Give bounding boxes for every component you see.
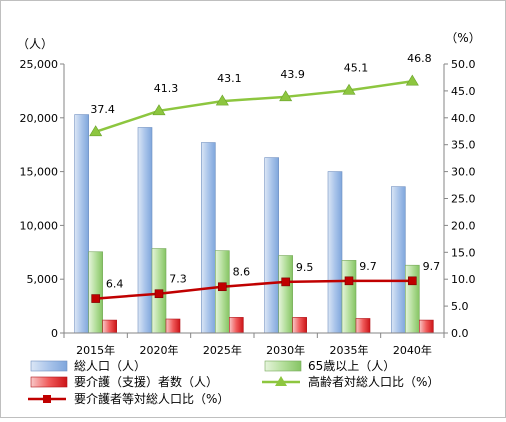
right-tick-label: 10.0 [451, 273, 476, 286]
bar [341, 260, 357, 334]
legend-label: 高齢者対総人口比（%） [308, 374, 439, 389]
bar [327, 171, 343, 334]
x-tick-label: 2040年 [393, 343, 432, 357]
right-tick-label: 35.0 [451, 139, 476, 152]
right-tick-label: 5.0 [451, 300, 469, 313]
x-tick-label: 2035年 [330, 343, 369, 357]
left-tick-label: 10,000 [20, 219, 59, 232]
left-tick-label: 15,000 [20, 166, 59, 179]
triangle-marker [215, 94, 229, 106]
bar [419, 319, 434, 334]
bar [165, 318, 181, 334]
legend-swatch-marker [43, 395, 51, 403]
bar [229, 317, 244, 334]
data-label: 6.4 [106, 278, 124, 291]
right-tick-label: 30.0 [451, 166, 476, 179]
data-label: 8.6 [233, 266, 251, 279]
bar [201, 142, 216, 334]
triangle-marker [342, 83, 356, 95]
data-label: 9.7 [423, 260, 441, 273]
x-tick-label: 2020年 [140, 343, 179, 357]
data-label: 46.8 [407, 52, 432, 65]
legend-label: 65歳以上（人） [308, 359, 395, 373]
right-axis-ticks: 0.0 5.0 10.0 15.0 20.0 25.0 30.0 35.0 40.0 45.0 50… [451, 58, 476, 340]
square-marker [218, 282, 227, 292]
legend-swatch [264, 360, 302, 372]
legend-label: 総人口（人） [74, 359, 146, 373]
square-marker [154, 289, 164, 299]
square-marker [344, 276, 354, 286]
data-label: 37.4 [90, 103, 115, 116]
left-axis-unit: （人） [17, 37, 53, 51]
x-tick-label: 2015年 [76, 343, 115, 357]
left-axis-ticks: 0 5,000 10,000 15,000 20,000 25,000 [20, 58, 59, 340]
bar [405, 264, 420, 334]
legend: 総人口（人） 65歳以上（人） 要介護（支援）者数（人） 高齢者対総人口比（%） 要介護… [28, 359, 439, 406]
bar [391, 186, 406, 334]
right-tick-label: 45.0 [451, 85, 476, 98]
data-label: 9.5 [296, 261, 314, 274]
bar [74, 114, 89, 334]
data-label: 43.9 [280, 68, 305, 81]
bar [292, 317, 307, 334]
data-label: 9.7 [359, 260, 377, 273]
x-axis-labels: 2015年 2020年 2025年 2030年 2035年 2040年 [76, 343, 432, 357]
square-marker [281, 277, 290, 287]
left-tick-label: 25,000 [20, 58, 59, 71]
x-tick-label: 2025年 [203, 343, 242, 357]
legend-swatch [30, 376, 68, 388]
data-label: 41.3 [154, 82, 179, 95]
right-axis-unit: （%） [445, 31, 480, 45]
right-tick-label: 25.0 [451, 193, 476, 206]
bar [137, 127, 153, 334]
bar [88, 251, 103, 334]
data-label: 43.1 [217, 72, 242, 85]
left-tick-label: 5,000 [27, 273, 59, 286]
square-marker [408, 276, 417, 286]
bar-series [74, 114, 434, 334]
line-series: 37.4 41.3 43.1 43.9 45.1 46.8 6.4 7.3 8.6 9.5 9.7 9… [89, 52, 441, 303]
square-marker [91, 294, 100, 303]
left-tick-label: 0 [51, 327, 58, 340]
line-ratio-elderly [95, 79, 413, 133]
legend-label: 要介護者等対総人口比（%） [74, 391, 229, 406]
axes [60, 63, 448, 338]
data-label: 45.1 [344, 61, 369, 74]
triangle-marker [152, 104, 166, 116]
legend-label: 要介護（支援）者数（人） [74, 374, 218, 389]
right-tick-label: 0.0 [451, 327, 469, 340]
legend-swatch [30, 360, 68, 372]
triangle-marker [89, 125, 103, 137]
left-tick-label: 20,000 [20, 112, 59, 125]
bar [355, 318, 371, 334]
triangle-marker [405, 74, 419, 86]
legend-swatch-marker [275, 376, 287, 386]
bar [264, 157, 279, 334]
triangle-marker [279, 90, 293, 102]
bar [278, 255, 293, 334]
line-ratio-care [95, 279, 413, 300]
right-tick-label: 40.0 [451, 112, 476, 125]
right-tick-label: 15.0 [451, 246, 476, 259]
right-tick-label: 50.0 [451, 58, 476, 71]
data-label: 7.3 [169, 273, 187, 286]
x-tick-label: 2030年 [266, 343, 305, 357]
right-tick-label: 20.0 [451, 219, 476, 232]
bar [215, 250, 230, 334]
bar [102, 319, 117, 334]
